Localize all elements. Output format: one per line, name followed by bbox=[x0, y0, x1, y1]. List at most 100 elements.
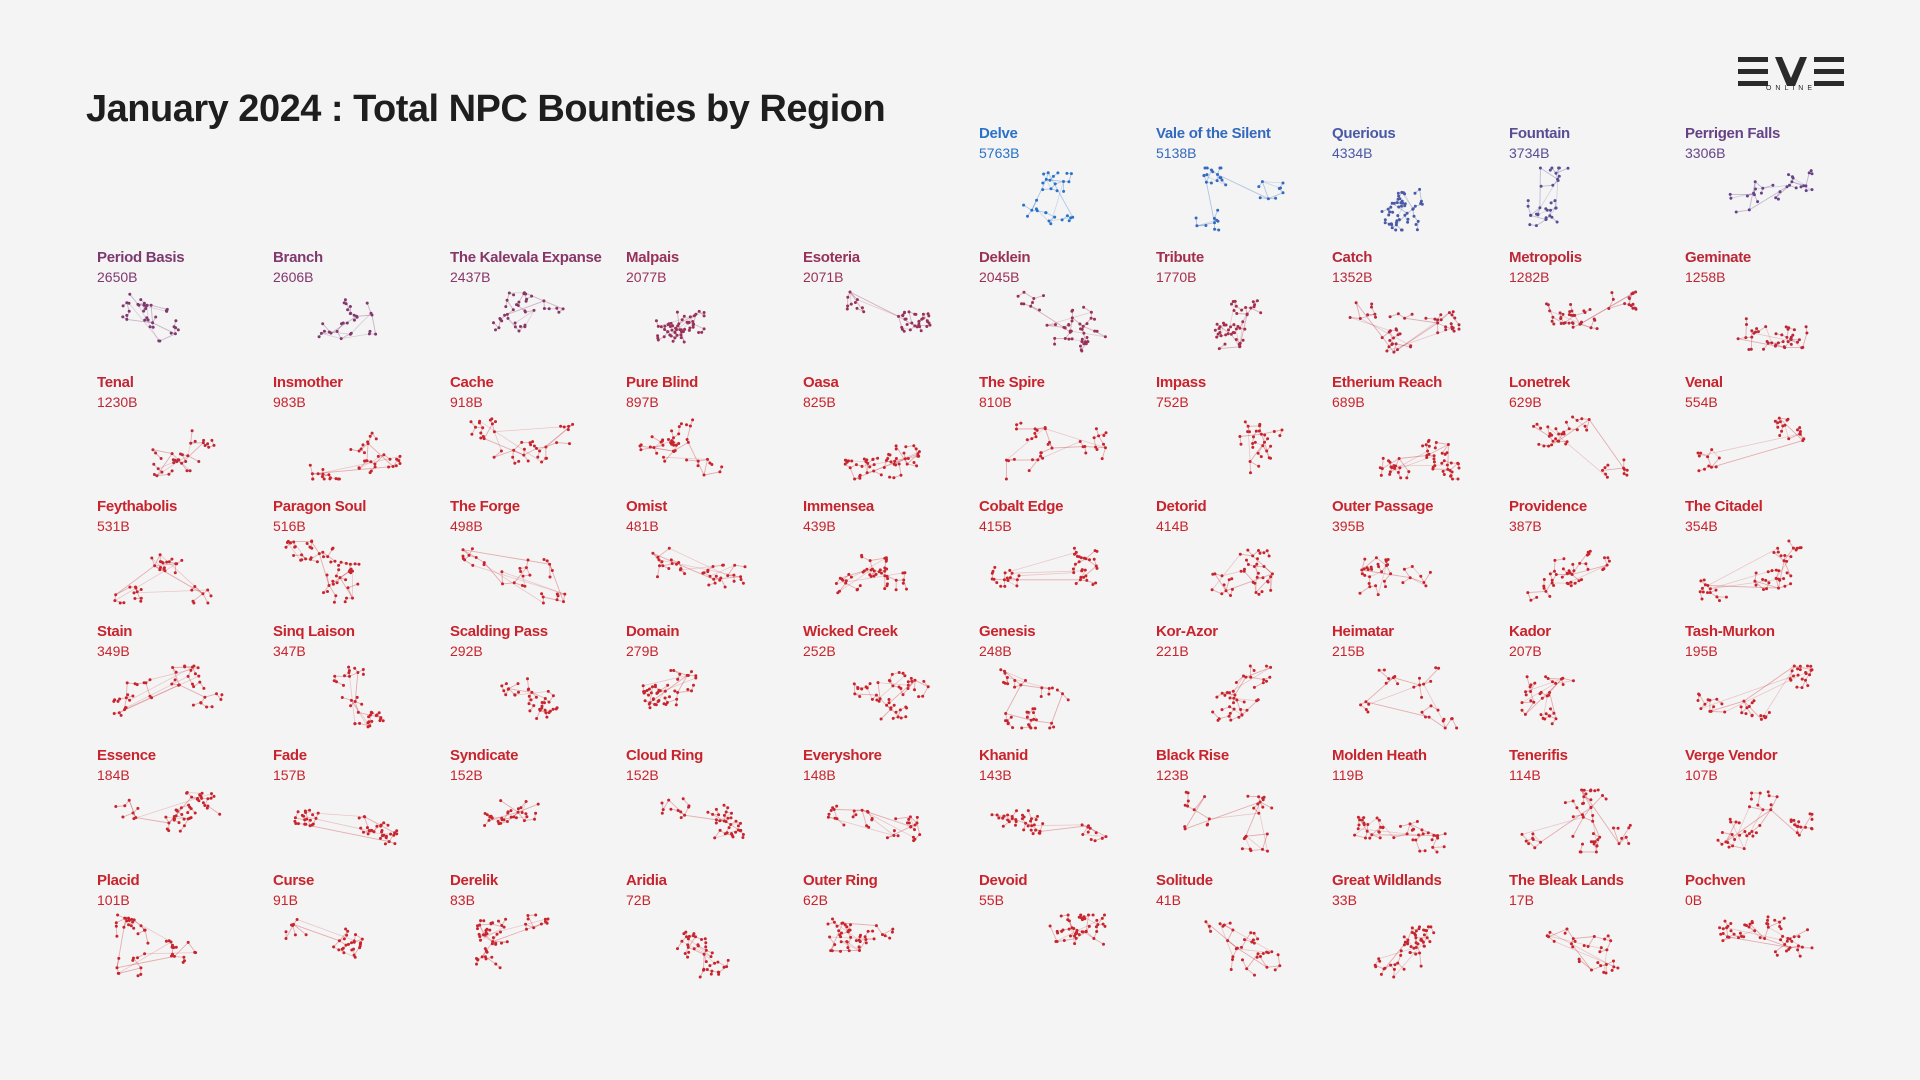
region-name: The Citadel bbox=[1685, 498, 1763, 515]
map-systems bbox=[638, 418, 724, 477]
region-value: 114B bbox=[1509, 767, 1541, 783]
region-value: 516B bbox=[273, 518, 306, 534]
map-systems bbox=[1520, 788, 1632, 854]
map-systems bbox=[284, 918, 364, 959]
map-connections bbox=[1354, 816, 1446, 853]
region-cell-outer-ring: Outer Ring 62B bbox=[803, 872, 963, 992]
region-map-omist bbox=[651, 546, 747, 589]
region-cell-sinq-laison: Sinq Laison 347B bbox=[273, 623, 433, 743]
region-value: 292B bbox=[450, 643, 483, 659]
map-connections bbox=[1239, 421, 1283, 473]
region-cell-devoid: Devoid 55B bbox=[979, 872, 1139, 992]
region-name: Curse bbox=[273, 872, 315, 889]
region-name: Outer Ring bbox=[803, 872, 878, 889]
region-map-tash-murkon bbox=[1696, 664, 1814, 721]
region-map-insmother bbox=[308, 431, 402, 481]
region-value: 2077B bbox=[626, 269, 667, 285]
region-map-genesis bbox=[999, 668, 1070, 730]
region-cell-the-kalevala-expanse: The Kalevala Expanse 2437B bbox=[450, 249, 610, 369]
region-name: Placid bbox=[97, 872, 140, 889]
region-value: 152B bbox=[626, 767, 659, 783]
map-connections bbox=[493, 292, 564, 332]
map-systems bbox=[1696, 416, 1806, 473]
region-value: 4334B bbox=[1332, 145, 1373, 161]
region-value: 554B bbox=[1685, 394, 1718, 410]
region-cell-impass: Impass 752B bbox=[1156, 374, 1316, 494]
map-systems bbox=[826, 917, 895, 953]
region-cell-lonetrek: Lonetrek 629B bbox=[1509, 374, 1669, 494]
region-map-verge-vendor bbox=[1716, 790, 1814, 851]
region-name: Insmother bbox=[273, 374, 343, 391]
region-name: The Forge bbox=[450, 498, 520, 515]
region-cell-omist: Omist 481B bbox=[626, 498, 786, 618]
region-map-cloud-ring bbox=[660, 797, 745, 840]
region-name: Verge Vendor bbox=[1685, 747, 1778, 764]
region-name: Essence bbox=[97, 747, 156, 764]
region-cell-fade: Fade 157B bbox=[273, 747, 433, 867]
map-systems bbox=[475, 913, 550, 970]
map-systems bbox=[1378, 438, 1461, 481]
region-map-querious bbox=[1380, 187, 1424, 232]
map-connections bbox=[853, 672, 929, 720]
region-value: 629B bbox=[1509, 394, 1542, 410]
map-systems bbox=[1532, 415, 1629, 479]
region-map-branch bbox=[317, 298, 378, 341]
map-systems bbox=[1210, 548, 1274, 597]
map-systems bbox=[1698, 539, 1803, 603]
region-name: Everyshore bbox=[803, 747, 882, 764]
map-systems bbox=[1353, 815, 1447, 854]
region-value: 148B bbox=[803, 767, 836, 783]
map-connections bbox=[1184, 791, 1272, 852]
map-connections bbox=[318, 299, 377, 339]
map-systems bbox=[1358, 556, 1432, 597]
region-map-derelik bbox=[475, 913, 550, 970]
region-cell-cache: Cache 918B bbox=[450, 374, 610, 494]
region-map-the-spire bbox=[1004, 421, 1108, 481]
region-cell-paragon-soul: Paragon Soul 516B bbox=[273, 498, 433, 618]
region-value: 498B bbox=[450, 518, 483, 534]
region-value: 387B bbox=[1509, 518, 1542, 534]
region-name: Kor-Azor bbox=[1156, 623, 1218, 640]
map-connections bbox=[122, 293, 179, 342]
eve-logo bbox=[1738, 57, 1844, 86]
map-systems bbox=[1004, 421, 1108, 481]
region-value: 354B bbox=[1685, 518, 1718, 534]
region-value: 248B bbox=[979, 643, 1012, 659]
region-cell-branch: Branch 2606B bbox=[273, 249, 433, 369]
map-connections bbox=[1521, 789, 1631, 853]
region-map-esoteria bbox=[845, 290, 932, 333]
region-map-aridia bbox=[676, 930, 730, 979]
region-name: Scalding Pass bbox=[450, 623, 548, 640]
region-value: 395B bbox=[1332, 518, 1365, 534]
region-name: Querious bbox=[1332, 125, 1396, 142]
map-connections bbox=[1349, 302, 1460, 353]
region-value: 825B bbox=[803, 394, 836, 410]
region-cell-tenal: Tenal 1230B bbox=[97, 374, 257, 494]
region-value: 415B bbox=[979, 518, 1012, 534]
region-cell-molden-heath: Molden Heath 119B bbox=[1332, 747, 1492, 867]
map-systems bbox=[1022, 171, 1075, 226]
map-systems bbox=[834, 553, 908, 595]
region-name: Vale of the Silent bbox=[1156, 125, 1271, 142]
region-cell-delve: Delve 5763B bbox=[979, 125, 1139, 245]
region-cell-aridia: Aridia 72B bbox=[626, 872, 786, 992]
region-map-cache bbox=[469, 417, 575, 465]
region-map-wicked-creek bbox=[852, 671, 930, 721]
region-name: Cache bbox=[450, 374, 494, 391]
map-systems bbox=[1520, 675, 1575, 726]
region-cell-etherium-reach: Etherium Reach 689B bbox=[1332, 374, 1492, 494]
region-cell-feythabolis: Feythabolis 531B bbox=[97, 498, 257, 618]
map-systems bbox=[1211, 664, 1273, 722]
region-cell-period-basis: Period Basis 2650B bbox=[97, 249, 257, 369]
map-connections bbox=[1697, 665, 1813, 720]
region-value: 221B bbox=[1156, 643, 1189, 659]
region-name: Sinq Laison bbox=[273, 623, 355, 640]
map-systems bbox=[1526, 166, 1570, 228]
region-name: Perrigen Falls bbox=[1685, 125, 1781, 142]
region-value: 62B bbox=[803, 892, 828, 908]
map-systems bbox=[317, 298, 378, 341]
map-systems bbox=[1728, 169, 1814, 214]
region-value: 143B bbox=[979, 767, 1012, 783]
region-map-kor-azor bbox=[1211, 664, 1273, 722]
map-connections bbox=[1717, 791, 1813, 850]
